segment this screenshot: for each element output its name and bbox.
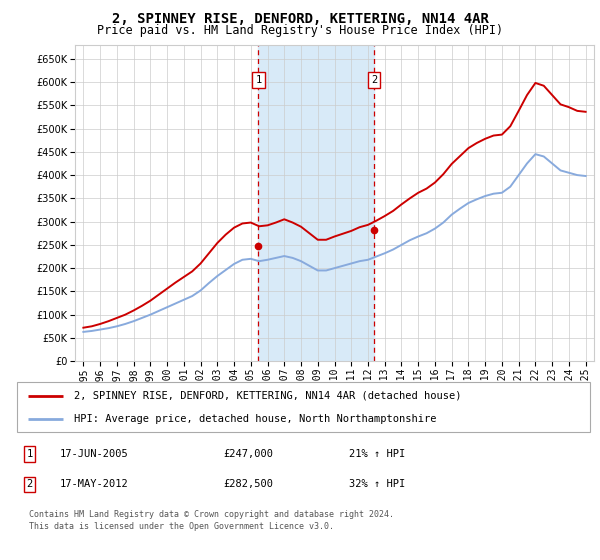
FancyBboxPatch shape xyxy=(17,382,590,432)
Bar xyxy=(259,45,374,361)
Text: £247,000: £247,000 xyxy=(223,449,273,459)
Text: 2, SPINNEY RISE, DENFORD, KETTERING, NN14 4AR (detached house): 2, SPINNEY RISE, DENFORD, KETTERING, NN1… xyxy=(74,390,461,400)
Text: 2: 2 xyxy=(371,74,377,85)
Text: 21% ↑ HPI: 21% ↑ HPI xyxy=(349,449,406,459)
Text: 17-MAY-2012: 17-MAY-2012 xyxy=(60,479,128,489)
Text: 2, SPINNEY RISE, DENFORD, KETTERING, NN14 4AR: 2, SPINNEY RISE, DENFORD, KETTERING, NN1… xyxy=(112,12,488,26)
Text: 32% ↑ HPI: 32% ↑ HPI xyxy=(349,479,406,489)
Text: HPI: Average price, detached house, North Northamptonshire: HPI: Average price, detached house, Nort… xyxy=(74,414,437,424)
Text: 2: 2 xyxy=(26,479,32,489)
Text: Price paid vs. HM Land Registry's House Price Index (HPI): Price paid vs. HM Land Registry's House … xyxy=(97,24,503,36)
Text: £282,500: £282,500 xyxy=(223,479,273,489)
Text: Contains HM Land Registry data © Crown copyright and database right 2024.
This d: Contains HM Land Registry data © Crown c… xyxy=(29,510,394,531)
Text: 17-JUN-2005: 17-JUN-2005 xyxy=(60,449,128,459)
Text: 1: 1 xyxy=(256,74,262,85)
Text: 1: 1 xyxy=(26,449,32,459)
